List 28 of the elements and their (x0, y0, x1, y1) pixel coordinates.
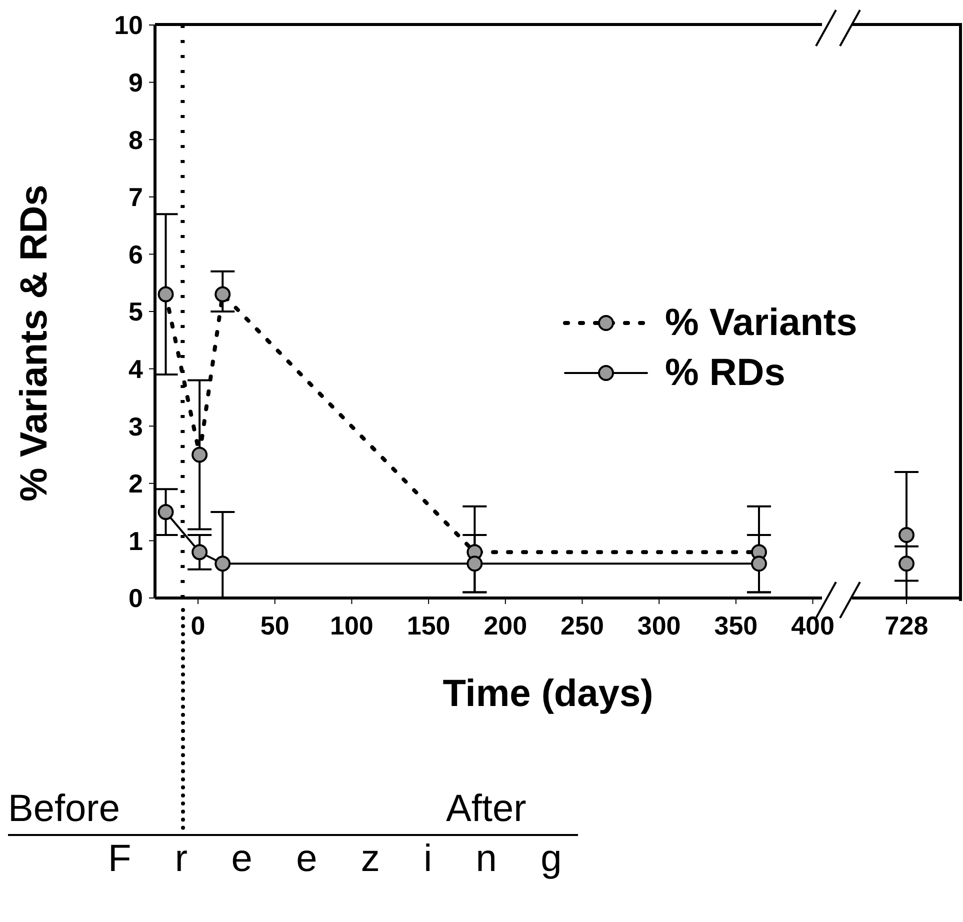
y-tick-label: 4 (128, 354, 144, 384)
text: Before (8, 788, 120, 831)
y-tick-label: 1 (128, 526, 143, 556)
y-axis-title: % Variants & RDs (13, 184, 56, 502)
x-tick-label: 400 (791, 610, 834, 640)
text: Freezing (108, 838, 606, 881)
x-axis-title: Time (days) (442, 673, 654, 716)
x-tick-label: 250 (560, 610, 604, 640)
y-tick-label: 6 (128, 239, 143, 270)
x-tick-label: 200 (484, 610, 528, 640)
legend-label: % Variants (665, 302, 858, 344)
x-tick-label: 100 (330, 610, 374, 640)
y-tick-label: 3 (128, 411, 143, 442)
y-tick-label: 9 (128, 68, 143, 98)
legend-label: % RDs (665, 352, 786, 394)
y-tick-label: 10 (114, 10, 143, 40)
y-tick-label: 8 (128, 124, 143, 155)
x-tick-label: 300 (637, 610, 681, 640)
x-tick-label: 728 (884, 610, 928, 640)
y-tick-label: 0 (128, 583, 143, 614)
y-tick-label: 5 (128, 296, 143, 327)
text: After (446, 788, 526, 831)
x-tick-label: 150 (406, 610, 450, 640)
y-tick-label: 7 (128, 182, 143, 212)
x-tick-label: 0 (190, 610, 206, 640)
x-tick-label: 50 (260, 610, 290, 640)
x-tick-label: 350 (714, 610, 758, 640)
y-tick-label: 2 (128, 468, 143, 499)
